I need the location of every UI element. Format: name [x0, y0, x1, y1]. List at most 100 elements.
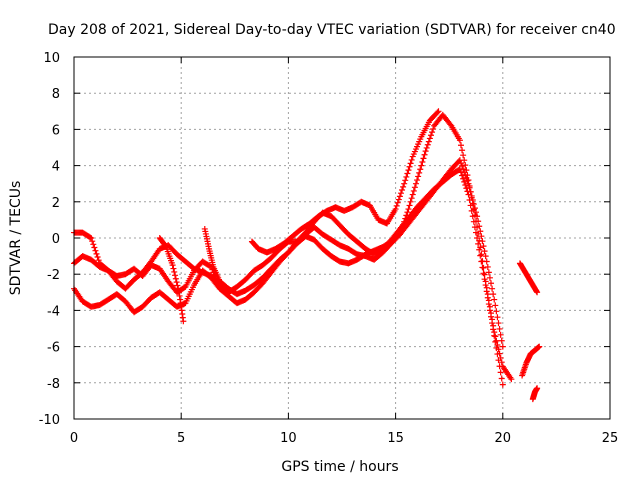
data-point — [480, 270, 487, 277]
data-point — [414, 177, 421, 184]
data-point — [410, 187, 417, 194]
data-point — [482, 253, 489, 260]
data-point — [406, 202, 413, 209]
data-point — [464, 177, 471, 184]
data-point — [477, 252, 484, 259]
data-point — [490, 291, 497, 298]
data-point — [463, 174, 470, 181]
data-point — [408, 195, 415, 202]
data-point — [172, 275, 179, 282]
data-point — [490, 326, 497, 333]
data-point — [407, 198, 414, 205]
data-point — [447, 121, 454, 128]
data-point — [488, 313, 495, 320]
data-point — [479, 238, 486, 245]
y-tick-label: 6 — [52, 123, 60, 138]
data-point — [174, 282, 181, 289]
data-point — [484, 263, 491, 270]
data-point — [90, 241, 97, 248]
data-point — [456, 137, 463, 144]
data-point — [484, 294, 491, 301]
data-point — [471, 224, 478, 231]
data-point — [404, 209, 411, 216]
data-point — [407, 160, 414, 167]
x-tick-label: 25 — [602, 431, 619, 446]
data-point — [489, 285, 496, 292]
y-tick-label: -6 — [47, 341, 60, 356]
data-point — [173, 279, 180, 286]
data-point — [491, 296, 498, 303]
data-point — [423, 144, 430, 151]
data-point — [481, 276, 488, 283]
x-tick-label: 15 — [387, 431, 404, 446]
data-point — [496, 325, 503, 332]
data-point — [462, 182, 469, 189]
data-point — [457, 160, 464, 167]
data-point — [409, 191, 416, 198]
data-point — [397, 190, 404, 197]
data-point — [483, 288, 490, 295]
data-point — [499, 343, 506, 350]
data-point — [420, 155, 427, 162]
data-point — [478, 251, 485, 258]
data-point — [474, 235, 481, 241]
data-point — [466, 196, 473, 203]
data-point — [172, 272, 179, 279]
data-point — [171, 268, 178, 275]
data-points — [71, 108, 543, 403]
data-point — [497, 331, 504, 338]
data-point — [175, 285, 182, 292]
data-point — [468, 207, 475, 214]
data-point — [456, 157, 463, 164]
data-point — [495, 357, 502, 364]
data-point — [483, 258, 490, 265]
data-point — [508, 376, 515, 383]
data-point — [405, 206, 412, 213]
data-point — [485, 269, 492, 276]
data-point — [536, 343, 543, 350]
data-point — [465, 180, 472, 187]
data-point — [402, 177, 409, 184]
data-point — [492, 333, 499, 340]
data-point — [486, 307, 493, 314]
data-point — [426, 135, 433, 142]
x-tick-labels: 0 5 10 15 20 25 — [70, 431, 618, 446]
data-point — [404, 170, 411, 177]
plot-frame — [73, 56, 611, 420]
data-point — [534, 385, 541, 392]
data-point — [459, 172, 466, 179]
data-point — [416, 169, 423, 176]
data-point — [492, 302, 499, 309]
data-point — [419, 158, 426, 165]
data-point — [399, 187, 406, 194]
data-point — [494, 314, 501, 321]
data-point — [408, 156, 415, 163]
data-point — [459, 163, 466, 170]
data-point — [464, 188, 471, 195]
data-point — [427, 132, 434, 139]
data-point — [478, 258, 485, 265]
series-track-6 — [201, 225, 230, 290]
series-track-3 — [71, 166, 506, 388]
data-point — [394, 199, 401, 206]
data-point — [475, 240, 482, 247]
data-point — [424, 141, 431, 148]
data-point — [462, 171, 469, 178]
series-track-1 — [71, 111, 515, 383]
data-point — [494, 342, 501, 349]
data-point — [473, 209, 479, 216]
chart-title: Day 208 of 2021, Sidereal Day-to-day VTE… — [48, 22, 616, 38]
data-point — [87, 234, 94, 241]
data-point — [462, 162, 469, 169]
data-point — [89, 238, 96, 245]
data-point — [460, 152, 467, 159]
data-point — [223, 283, 230, 290]
data-point — [495, 320, 502, 327]
data-point — [396, 193, 403, 200]
data-point — [477, 228, 484, 235]
data-point — [411, 184, 418, 191]
data-point — [463, 185, 470, 192]
y-tick-labels: -10 -8 -6 -4 -2 0 2 4 6 8 10 — [39, 51, 60, 428]
grid-lines — [74, 57, 610, 419]
